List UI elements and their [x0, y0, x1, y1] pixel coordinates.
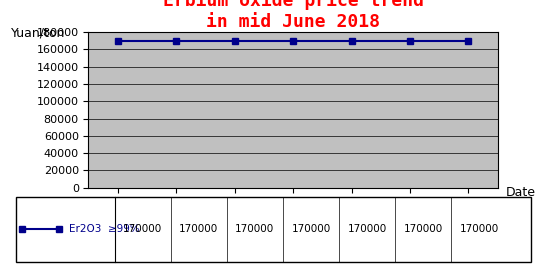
Text: 170000: 170000 [235, 224, 274, 234]
Bar [17, 197, 531, 262]
Text: 170000: 170000 [291, 224, 331, 234]
Text: 170000: 170000 [347, 224, 387, 234]
Title: Erbium oxide price trend
in mid June 2018: Erbium oxide price trend in mid June 201… [163, 0, 424, 31]
Text: 170000: 170000 [123, 224, 162, 234]
Text: 170000: 170000 [460, 224, 499, 234]
Text: 170000: 170000 [404, 224, 443, 234]
Text: Date: Date [506, 186, 536, 199]
Text: Er2O3  ≥99%: Er2O3 ≥99% [70, 224, 140, 234]
Text: Yuan/ton: Yuan/ton [11, 27, 65, 40]
Text: 170000: 170000 [179, 224, 218, 234]
